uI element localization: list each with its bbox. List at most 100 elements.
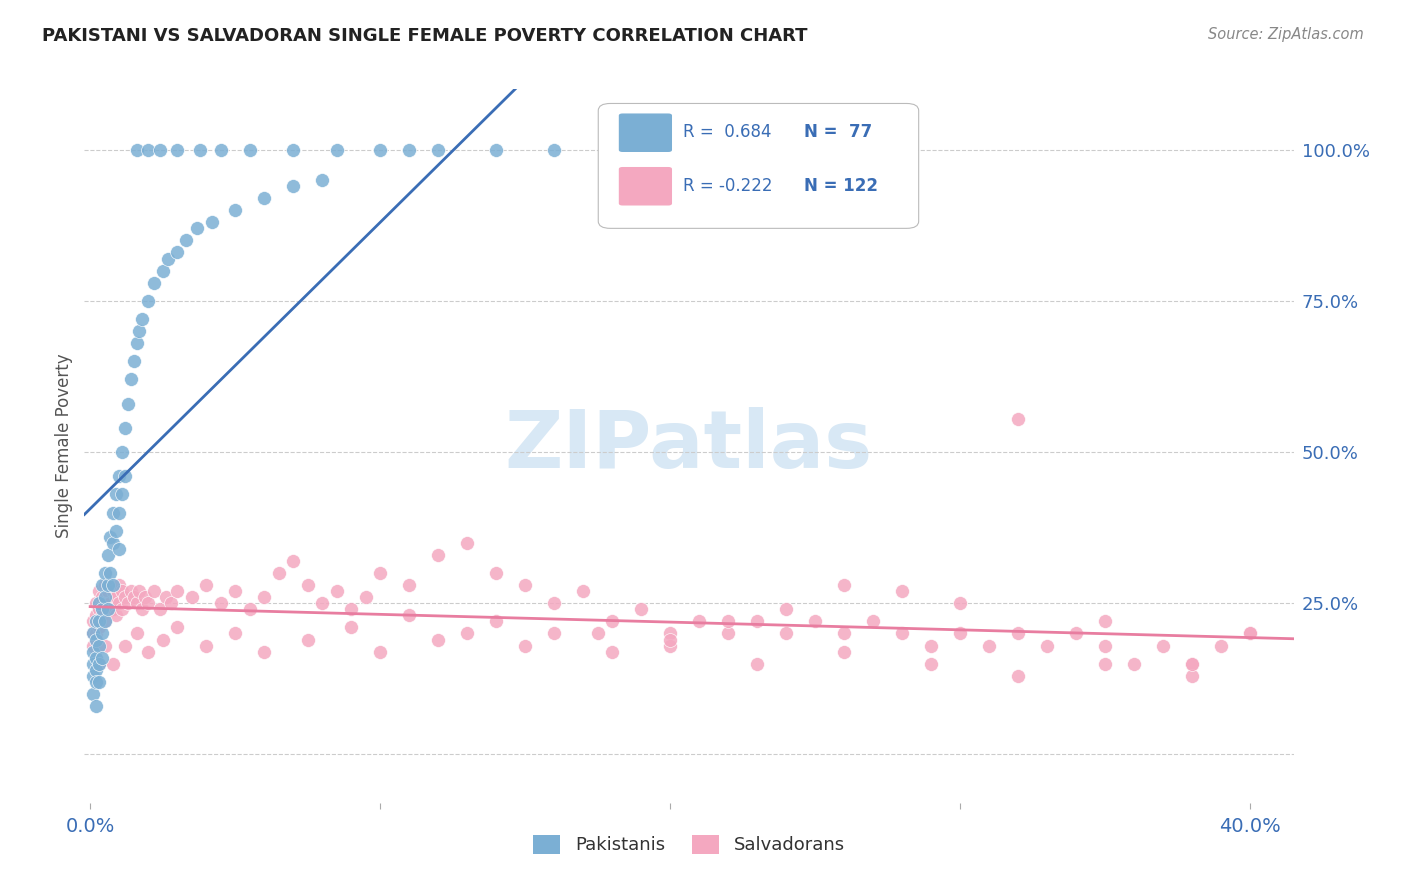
Point bbox=[136, 596, 159, 610]
Point bbox=[84, 699, 107, 714]
Point bbox=[949, 626, 972, 640]
Point bbox=[224, 203, 246, 218]
Legend: Pakistanis, Salvadorans: Pakistanis, Salvadorans bbox=[526, 828, 852, 862]
Point bbox=[281, 143, 304, 157]
Point bbox=[659, 626, 682, 640]
Point bbox=[368, 566, 391, 580]
FancyBboxPatch shape bbox=[619, 167, 672, 205]
Point bbox=[166, 584, 188, 599]
Point bbox=[745, 657, 768, 671]
Point bbox=[136, 645, 159, 659]
Point bbox=[93, 566, 115, 580]
Point bbox=[600, 645, 623, 659]
Point bbox=[82, 626, 104, 640]
Point bbox=[1209, 639, 1232, 653]
Point bbox=[84, 650, 107, 665]
Point bbox=[600, 615, 623, 629]
Point bbox=[281, 554, 304, 568]
Point bbox=[125, 626, 148, 640]
Point bbox=[160, 596, 183, 610]
Point bbox=[340, 602, 363, 616]
Point bbox=[456, 626, 478, 640]
Point bbox=[427, 548, 450, 562]
Point bbox=[340, 620, 363, 634]
Point bbox=[977, 639, 1000, 653]
Point bbox=[174, 233, 197, 247]
Point bbox=[149, 602, 172, 616]
Point bbox=[201, 215, 224, 229]
Point bbox=[188, 143, 211, 157]
Text: N = 122: N = 122 bbox=[804, 177, 877, 194]
Point bbox=[1181, 657, 1204, 671]
Point bbox=[659, 632, 682, 647]
Point bbox=[93, 615, 115, 629]
Point bbox=[87, 596, 110, 610]
Point bbox=[1152, 639, 1174, 653]
Point bbox=[128, 584, 150, 599]
Point bbox=[134, 590, 156, 604]
Point bbox=[253, 191, 276, 205]
Point bbox=[82, 615, 104, 629]
Point bbox=[103, 578, 125, 592]
Point bbox=[122, 354, 145, 368]
Point bbox=[136, 293, 159, 308]
Point bbox=[456, 535, 478, 549]
Point bbox=[1064, 626, 1087, 640]
Point bbox=[111, 445, 134, 459]
Point bbox=[82, 687, 104, 701]
Point bbox=[166, 245, 188, 260]
FancyBboxPatch shape bbox=[619, 113, 672, 152]
Point bbox=[1239, 626, 1261, 640]
Point bbox=[82, 669, 104, 683]
Point bbox=[93, 578, 115, 592]
Point bbox=[513, 578, 536, 592]
Point bbox=[149, 143, 172, 157]
Point bbox=[152, 632, 174, 647]
Point bbox=[108, 578, 131, 592]
Point bbox=[543, 143, 565, 157]
Point bbox=[775, 602, 797, 616]
Point bbox=[239, 143, 262, 157]
Point bbox=[398, 578, 420, 592]
Point bbox=[114, 590, 136, 604]
Point bbox=[117, 397, 139, 411]
Point bbox=[87, 620, 110, 634]
Point bbox=[100, 578, 122, 592]
Point bbox=[297, 632, 319, 647]
Point bbox=[87, 584, 110, 599]
Point bbox=[82, 639, 104, 653]
Y-axis label: Single Female Poverty: Single Female Poverty bbox=[55, 354, 73, 538]
Point bbox=[630, 602, 652, 616]
Point bbox=[1123, 657, 1146, 671]
Point bbox=[1181, 657, 1204, 671]
Point bbox=[354, 590, 377, 604]
Point bbox=[572, 584, 595, 599]
Point bbox=[87, 674, 110, 689]
Point bbox=[142, 584, 165, 599]
Point bbox=[832, 645, 855, 659]
Point bbox=[1007, 669, 1029, 683]
Point bbox=[105, 487, 128, 501]
Point bbox=[586, 626, 609, 640]
Point bbox=[84, 596, 107, 610]
Point bbox=[311, 173, 333, 187]
Point bbox=[114, 421, 136, 435]
Point bbox=[125, 596, 148, 610]
Point bbox=[1094, 657, 1116, 671]
Point bbox=[108, 596, 131, 610]
Point bbox=[152, 263, 174, 277]
Point bbox=[125, 143, 148, 157]
Point bbox=[93, 639, 115, 653]
Point bbox=[1036, 639, 1059, 653]
Point bbox=[90, 626, 112, 640]
Point bbox=[84, 626, 107, 640]
Text: R =  0.684: R = 0.684 bbox=[683, 123, 772, 141]
Point bbox=[368, 143, 391, 157]
Point bbox=[111, 584, 134, 599]
Point bbox=[93, 590, 115, 604]
Point bbox=[87, 657, 110, 671]
Point bbox=[920, 657, 942, 671]
Point bbox=[103, 602, 125, 616]
Point bbox=[90, 602, 112, 616]
Point bbox=[90, 608, 112, 623]
